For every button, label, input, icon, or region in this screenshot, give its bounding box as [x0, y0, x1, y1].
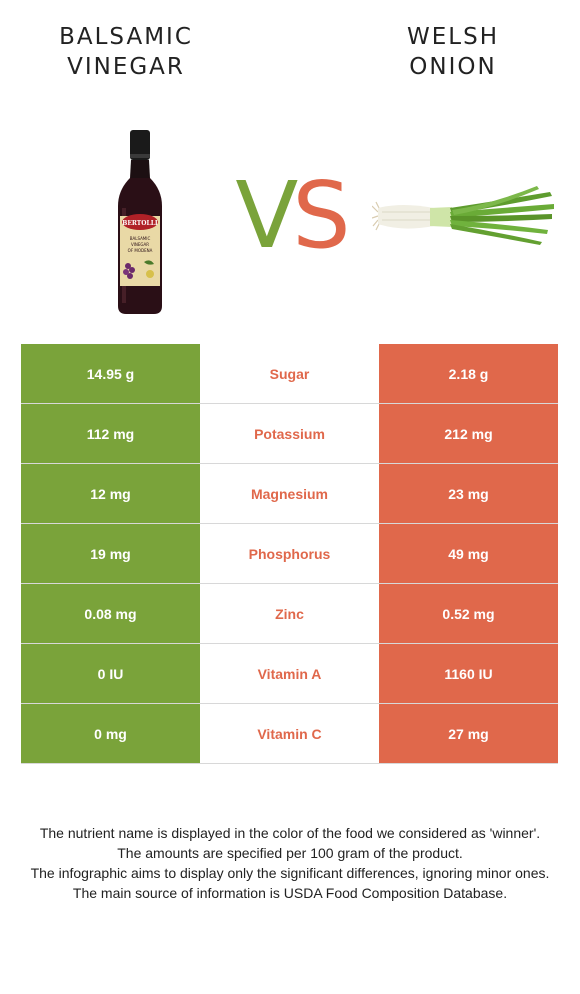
nutrient-name: Sugar [200, 344, 379, 404]
left-food-title-line1: BALSAMIC [59, 24, 193, 50]
footnote-amounts: The amounts are specified per 100 gram o… [117, 845, 463, 861]
left-value: 0 mg [21, 703, 200, 764]
nutrient-name: Zinc [200, 583, 379, 644]
left-value: 0 IU [21, 643, 200, 704]
right-food-title: WELSH ONION [343, 22, 563, 82]
footnote-source: The main source of information is USDA F… [72, 885, 508, 901]
left-value: 0.08 mg [21, 583, 200, 644]
balsamic-vinegar-bottle-image: BERTOLLI BALSAMIC VINEGAR OF MODENA [118, 130, 162, 314]
footnotes: The nutrient name is displayed in the co… [20, 823, 560, 903]
bottle-label-brand: BERTOLLI [122, 220, 158, 227]
table-row: 12 mg Magnesium 23 mg [21, 463, 558, 524]
left-value: 12 mg [21, 463, 200, 524]
right-value: 23 mg [379, 463, 558, 524]
nutrient-name: Vitamin C [200, 703, 379, 764]
right-value: 49 mg [379, 523, 558, 584]
right-food-title-line2: ONION [409, 54, 497, 80]
bottle-label-line2: VINEGAR [131, 242, 149, 247]
bottle-label-line3: OF MODENA [128, 248, 153, 253]
versus-label: VS [222, 166, 358, 266]
versus-s: S [292, 162, 350, 269]
nutrient-name: Phosphorus [200, 523, 379, 584]
right-value: 1160 IU [379, 643, 558, 704]
nutrient-comparison-table: 14.95 g Sugar 2.18 g 112 mg Potassium 21… [21, 344, 558, 764]
right-value: 27 mg [379, 703, 558, 764]
left-value: 112 mg [21, 403, 200, 464]
nutrient-name: Vitamin A [200, 643, 379, 704]
table-row: 0 IU Vitamin A 1160 IU [21, 643, 558, 704]
bottle-label-line1: BALSAMIC [130, 236, 151, 241]
versus-v: V [235, 162, 298, 269]
nutrient-name: Magnesium [200, 463, 379, 524]
table-row: 14.95 g Sugar 2.18 g [21, 344, 558, 404]
nutrient-name: Potassium [200, 403, 379, 464]
left-food-title-line2: VINEGAR [67, 54, 185, 80]
table-row: 0.08 mg Zinc 0.52 mg [21, 583, 558, 644]
table-row: 19 mg Phosphorus 49 mg [21, 523, 558, 584]
footnote-winner: The nutrient name is displayed in the co… [39, 825, 541, 841]
left-value: 14.95 g [21, 344, 200, 404]
welsh-onion-image [372, 186, 554, 245]
right-value: 212 mg [379, 403, 558, 464]
right-food-title-line1: WELSH [407, 24, 499, 50]
table-row: 112 mg Potassium 212 mg [21, 403, 558, 464]
right-value: 0.52 mg [379, 583, 558, 644]
left-food-title: BALSAMIC VINEGAR [16, 22, 236, 82]
left-value: 19 mg [21, 523, 200, 584]
table-row: 0 mg Vitamin C 27 mg [21, 703, 558, 764]
footnote-aim: The infographic aims to display only the… [30, 865, 550, 881]
right-value: 2.18 g [379, 344, 558, 404]
